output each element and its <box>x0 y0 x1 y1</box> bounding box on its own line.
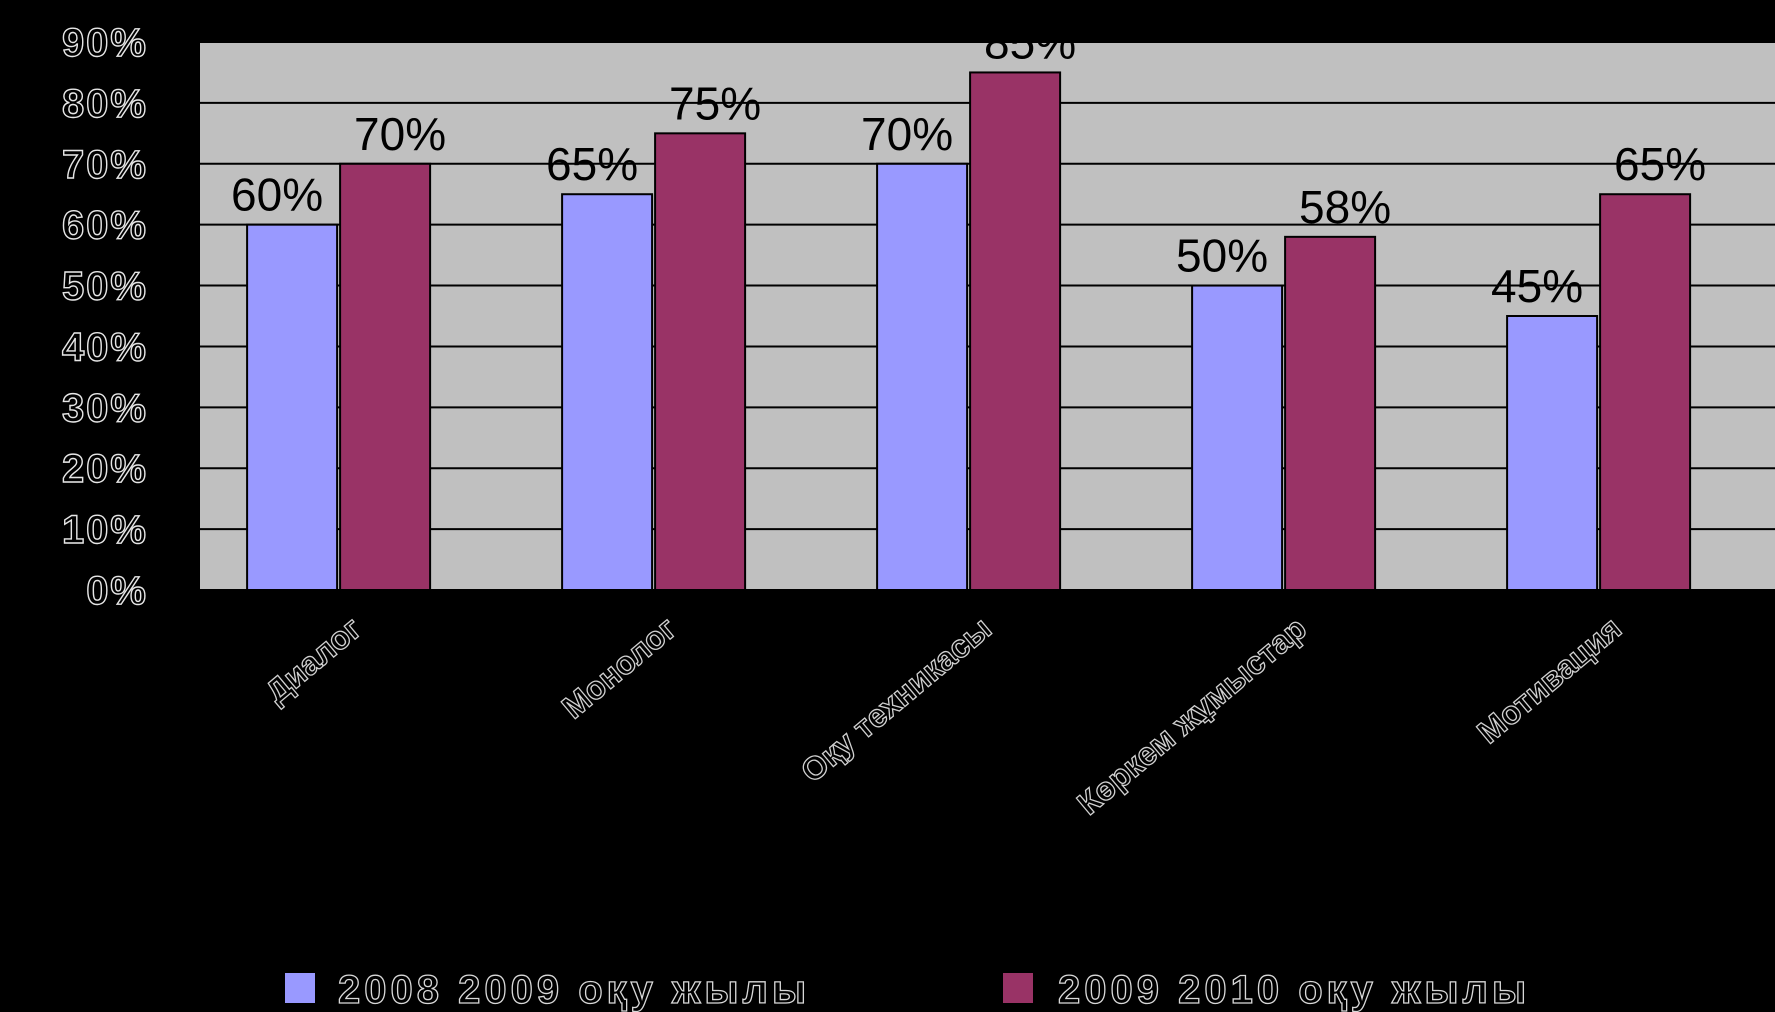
data-label: 58% <box>1299 181 1391 233</box>
y-tick-label: 30% <box>62 386 148 430</box>
legend-label: 2009 2010 оқу жылы <box>1058 968 1530 1012</box>
data-label: 50% <box>1176 230 1268 282</box>
data-label: 75% <box>669 77 761 129</box>
y-tick-label: 10% <box>62 508 148 552</box>
bar <box>969 71 1062 591</box>
x-tick-label: Оқу техникасы <box>794 610 998 790</box>
legend-label: 2008 2009 оқу жылы <box>338 968 810 1012</box>
data-label: 65% <box>546 138 638 190</box>
bar <box>561 193 654 591</box>
bar <box>1599 193 1692 591</box>
y-tick-label: 90% <box>62 21 148 65</box>
data-label: 70% <box>861 108 953 160</box>
data-label: 65% <box>1614 138 1706 190</box>
legend-swatch <box>283 971 317 1005</box>
data-label: 70% <box>354 108 446 160</box>
bar <box>1191 284 1284 591</box>
bar <box>246 223 339 592</box>
y-tick-label: 60% <box>62 204 148 248</box>
data-label: 45% <box>1491 260 1583 312</box>
bar <box>1284 235 1377 591</box>
y-tick-label: 40% <box>62 325 148 369</box>
bar <box>654 132 747 591</box>
bar <box>876 162 969 591</box>
y-tick-label: 50% <box>62 265 148 309</box>
y-tick-label: 0% <box>86 569 148 613</box>
x-tick-label: Көркем жұмыстар <box>1070 610 1313 822</box>
y-tick-label: 70% <box>62 143 148 187</box>
x-tick-label: Монолог <box>555 610 683 726</box>
bar <box>1506 315 1599 591</box>
x-tick-label: Диалог <box>258 610 368 710</box>
data-label: 60% <box>231 169 323 221</box>
data-label: 85% <box>984 16 1076 68</box>
x-tick-label: Мотивация <box>1470 610 1628 751</box>
y-tick-label: 20% <box>62 447 148 491</box>
y-tick-label: 80% <box>62 82 148 126</box>
bar <box>339 162 432 591</box>
legend-swatch <box>1001 971 1035 1005</box>
